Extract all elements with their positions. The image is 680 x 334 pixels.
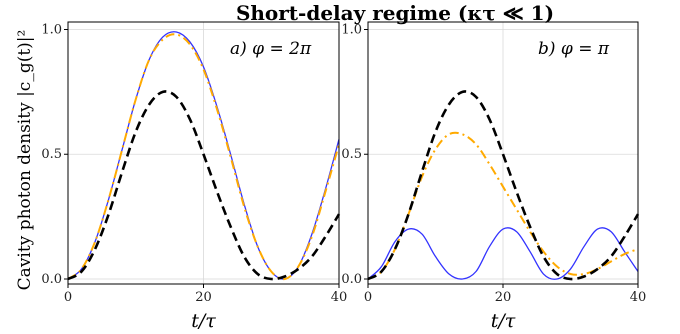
panel-annotation: b) φ = π [538,39,610,59]
y-tick-label: 0.0 [341,272,362,287]
x-axis-label: t/τ [491,310,516,332]
x-tick-label: 20 [195,290,212,305]
x-axis-label: t/τ [191,310,216,332]
y-tick-label: 0.0 [41,272,62,287]
x-tick-label: 40 [331,290,348,305]
figure-title: Short-delay regime (κτ ≪ 1) [236,1,554,25]
y-axis-label: Cavity photon density |c_g(t)|² [15,30,35,291]
y-tick-label: 0.5 [341,147,362,162]
series-line-dashed [67,90,341,281]
panel-annotation: a) φ = 2π [230,39,312,59]
series-line-dashed [367,90,640,281]
y-tick-label: 1.0 [41,22,62,37]
x-tick-label: 40 [630,290,647,305]
x-tick-label: 0 [364,290,372,305]
series-line-solid [367,227,639,280]
panel-b: 0 20 40 0.0 0.5 1.0 t/τ b) φ = π [341,21,647,332]
y-tick-label: 0.5 [41,147,62,162]
x-tick-label: 0 [64,290,72,305]
y-tick-label: 1.0 [341,22,362,37]
x-tick-label: 20 [495,290,512,305]
panel-a: 0 20 40 0.0 0.5 1.0 t/τ a) φ = 2π [41,21,348,332]
